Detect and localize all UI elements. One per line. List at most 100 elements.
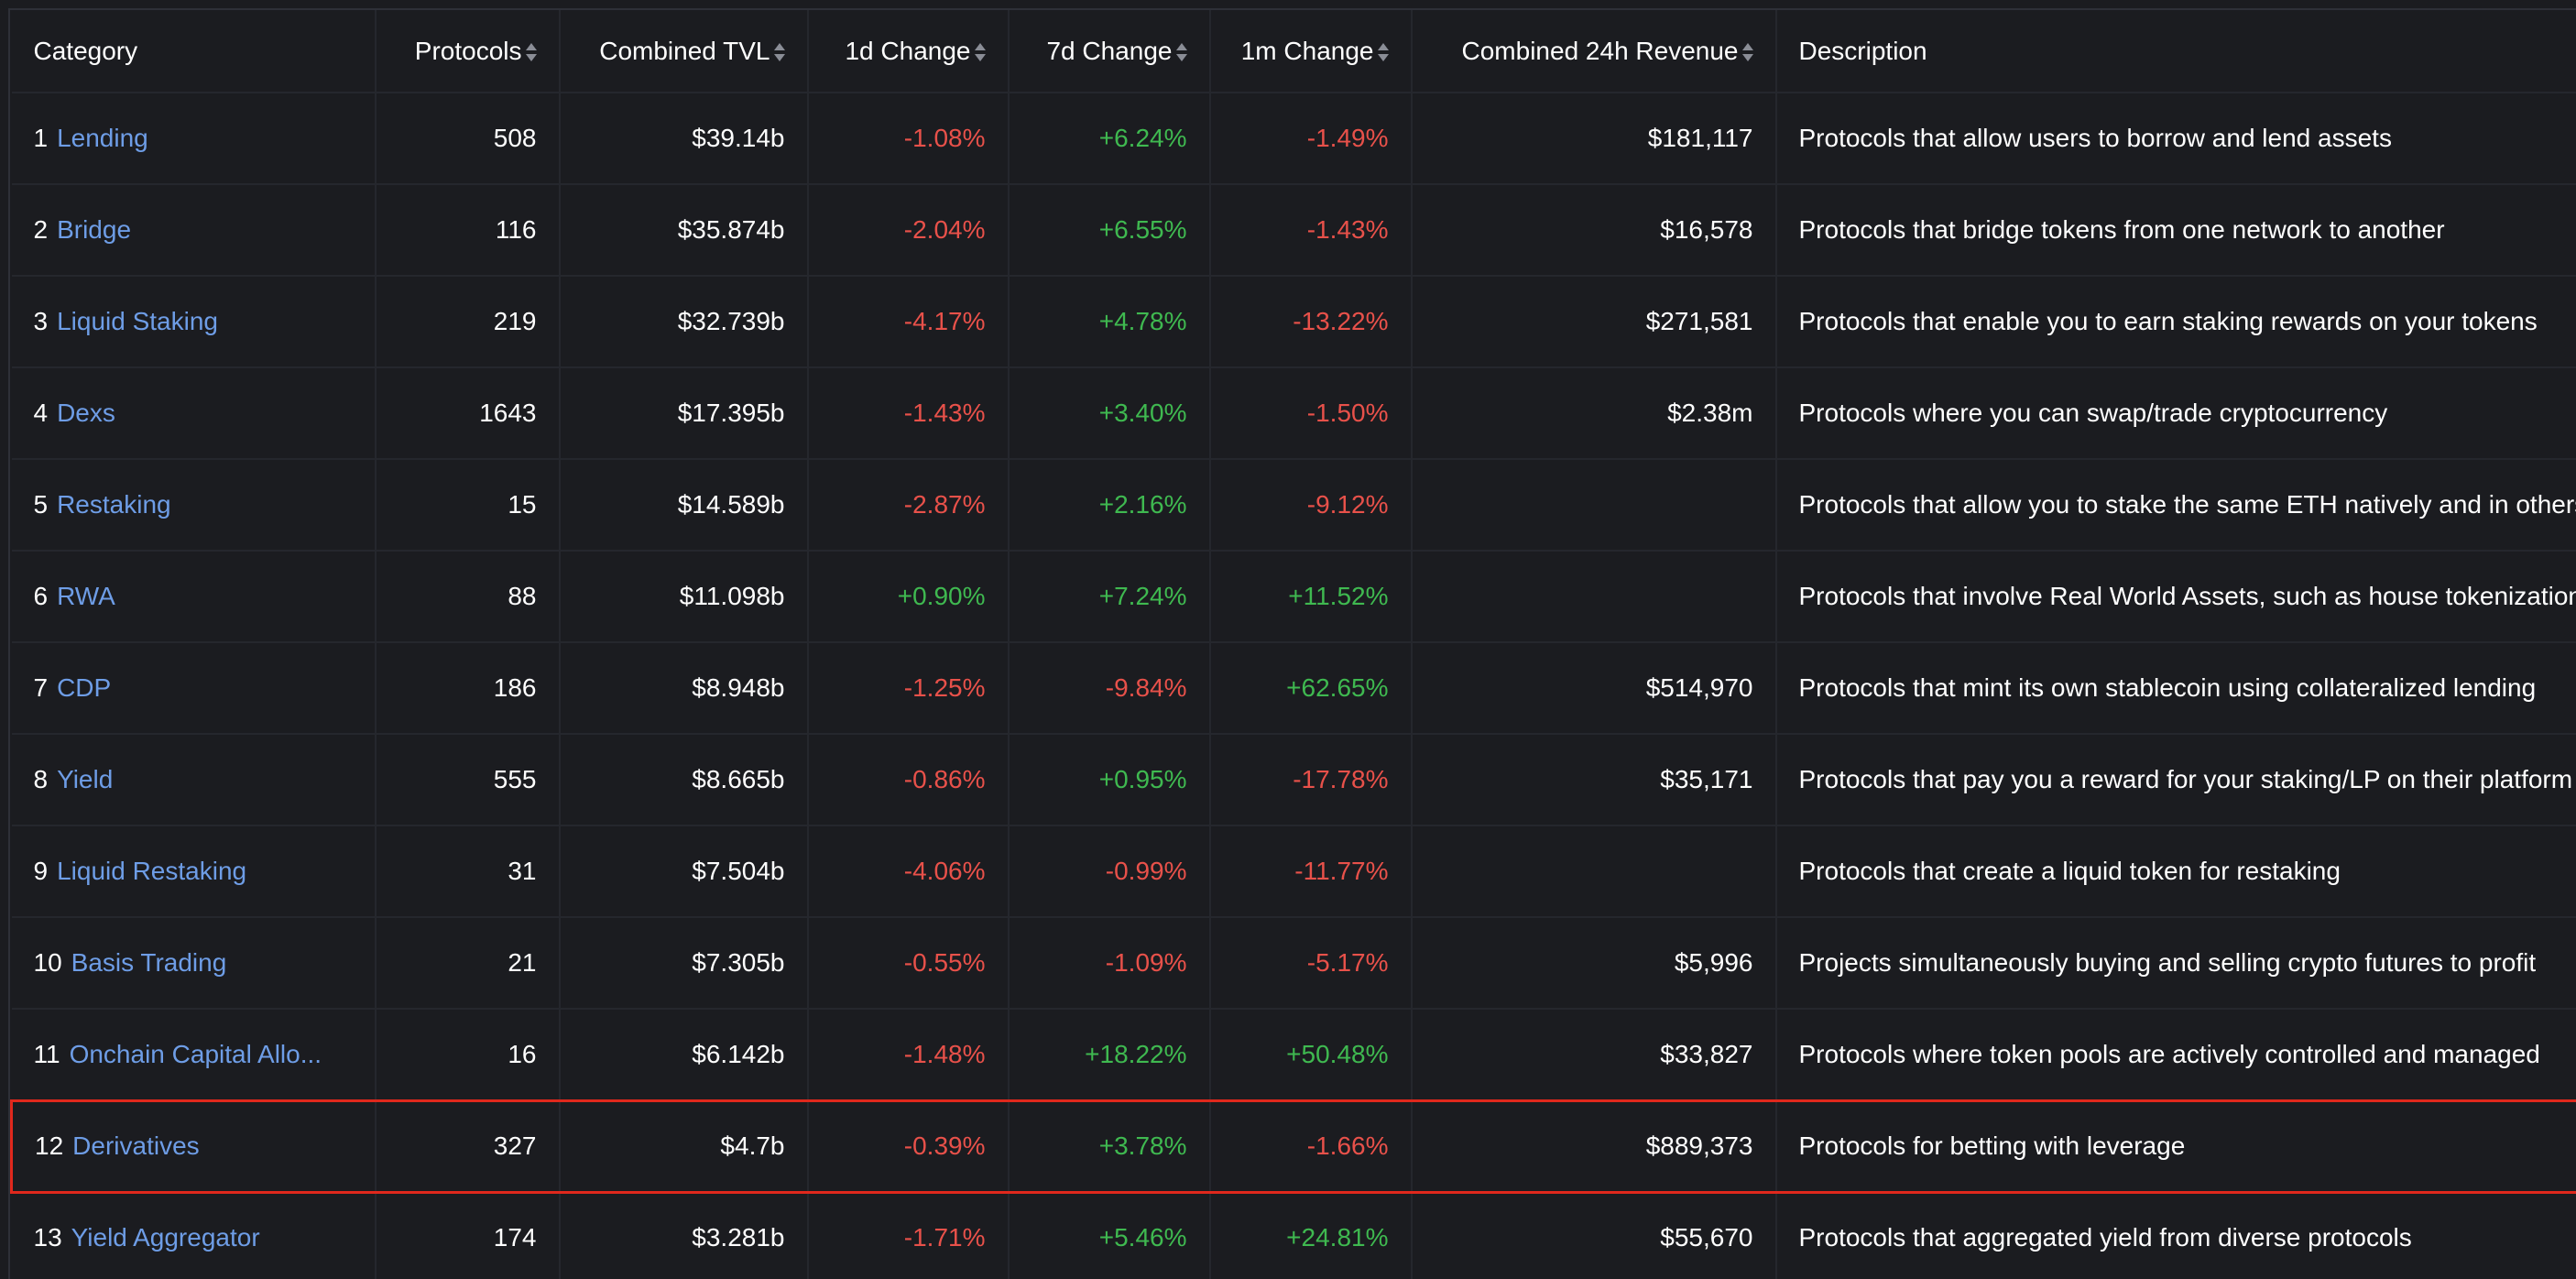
change-7d: +6.55% [1008, 184, 1211, 277]
protocols-count: 555 [375, 734, 561, 826]
combined-tvl: $8.665b [559, 734, 809, 826]
category-cell: 2 Bridge [11, 184, 377, 277]
table-row[interactable]: 2 Bridge 116 $35.874b -2.04% +6.55% -1.43% $16,… [11, 184, 2576, 277]
column-header-category: Category [11, 10, 377, 93]
rank-number: 7 [33, 673, 49, 702]
protocols-count: 88 [375, 551, 561, 643]
change-1m: -13.22% [1209, 276, 1413, 368]
categories-table: Category Protocols Combined TVL 1d Chang… [10, 10, 2576, 1279]
table-row[interactable]: 6 RWA 88 $11.098b +0.90% +7.24% +11.52% Protoco… [11, 551, 2576, 643]
change-7d: +18.22% [1008, 1009, 1211, 1101]
combined-24h-revenue: $889,373 [1411, 1099, 1777, 1194]
category-link[interactable]: Lending [57, 124, 148, 152]
sort-arrows-icon[interactable] [1377, 41, 1389, 63]
change-1m: -11.77% [1209, 825, 1413, 918]
column-header-label: 1m Change [1240, 36, 1374, 65]
combined-24h-revenue: $5,996 [1411, 917, 1777, 1010]
rank-number: 12 [35, 1131, 64, 1160]
category-link[interactable]: Basis Trading [71, 948, 227, 977]
category-link[interactable]: Onchain Capital Allo... [69, 1039, 322, 1068]
description: Protocols that involve Real World Assets… [1775, 551, 2576, 643]
change-7d: -1.09% [1008, 917, 1211, 1010]
combined-tvl: $39.14b [559, 93, 809, 185]
change-7d: +3.78% [1008, 1099, 1211, 1194]
change-1d: -1.71% [807, 1192, 1010, 1279]
change-1d: -1.43% [807, 367, 1010, 460]
protocols-count: 186 [375, 642, 561, 735]
change-1d: -4.17% [807, 276, 1010, 368]
combined-24h-revenue: $181,117 [1411, 93, 1777, 185]
combined-24h-revenue: $55,670 [1411, 1192, 1777, 1279]
description: Protocols where token pools are actively… [1775, 1009, 2576, 1101]
table-row[interactable]: 7 CDP 186 $8.948b -1.25% -9.84% +62.65% $514,97… [11, 642, 2576, 735]
rank-number: 5 [33, 490, 49, 519]
category-link[interactable]: RWA [57, 582, 115, 610]
change-1m: -1.50% [1209, 367, 1413, 460]
category-link[interactable]: Yield [57, 765, 114, 793]
rank-number: 4 [33, 399, 49, 427]
category-link[interactable]: Dexs [57, 399, 115, 427]
category-cell: 5 Restaking [11, 459, 377, 552]
change-1d: -2.04% [807, 184, 1010, 277]
table-row[interactable]: 1 Lending 508 $39.14b -1.08% +6.24% -1.49% $181… [11, 93, 2576, 185]
table-row[interactable]: 8 Yield 555 $8.665b -0.86% +0.95% -17.78% $35,1… [11, 734, 2576, 826]
change-7d: +2.16% [1008, 459, 1211, 552]
combined-tvl: $17.395b [559, 367, 809, 460]
table-row[interactable]: 4 Dexs 1643 $17.395b -1.43% +3.40% -1.50% $2.38… [11, 367, 2576, 460]
sort-arrows-icon[interactable] [773, 41, 785, 63]
sort-arrows-icon[interactable] [1741, 41, 1753, 63]
column-header-label: Category [33, 36, 138, 65]
column-header-protocols[interactable]: Protocols [375, 10, 561, 93]
change-1m: -5.17% [1209, 917, 1413, 1010]
change-1m: -17.78% [1209, 734, 1413, 826]
change-7d: +3.40% [1008, 367, 1211, 460]
rank-number: 2 [33, 215, 49, 244]
description: Protocols that allow users to borrow and… [1775, 93, 2576, 185]
sort-arrows-icon[interactable] [525, 41, 537, 63]
change-1m: -1.43% [1209, 184, 1413, 277]
category-link[interactable]: Bridge [57, 215, 132, 244]
column-header-tvl[interactable]: Combined TVL [559, 10, 809, 93]
change-1d: -1.08% [807, 93, 1010, 185]
table-row[interactable]: 11 Onchain Capital Allo... 16 $6.142b -1.48%… [11, 1009, 2576, 1101]
table-row[interactable]: 10 Basis Trading 21 $7.305b -0.55% -1.09% -5.1… [11, 917, 2576, 1010]
change-1d: -0.55% [807, 917, 1010, 1010]
column-header-1d-change[interactable]: 1d Change [807, 10, 1010, 93]
sort-arrows-icon[interactable] [1175, 41, 1187, 63]
category-cell: 8 Yield [11, 734, 377, 826]
protocols-count: 219 [375, 276, 561, 368]
column-header-7d-change[interactable]: 7d Change [1008, 10, 1211, 93]
change-7d: -0.99% [1008, 825, 1211, 918]
column-header-label: Description [1798, 36, 1927, 65]
category-link[interactable]: Derivatives [72, 1131, 200, 1160]
category-link[interactable]: Liquid Staking [57, 307, 218, 335]
table-header-row: Category Protocols Combined TVL 1d Chang… [11, 10, 2576, 93]
column-header-label: Combined 24h Revenue [1461, 36, 1739, 65]
table-row[interactable]: 12 Derivatives 327 $4.7b -0.39% +3.78% -1.66% $… [10, 1099, 2576, 1194]
table-row[interactable]: 3 Liquid Staking 219 $32.739b -4.17% +4.78% -1… [11, 276, 2576, 368]
category-link[interactable]: Restaking [57, 490, 171, 519]
table-row[interactable]: 13 Yield Aggregator 174 $3.281b -1.71% +5.46%… [11, 1192, 2576, 1279]
description: Protocols that mint its own stablecoin u… [1775, 642, 2576, 735]
category-link[interactable]: CDP [57, 673, 112, 702]
change-1m: -9.12% [1209, 459, 1413, 552]
rank-number: 10 [33, 948, 62, 977]
protocols-count: 174 [375, 1192, 561, 1279]
combined-tvl: $3.281b [559, 1192, 809, 1279]
table-row[interactable]: 9 Liquid Restaking 31 $7.504b -4.06% -0.99% -1… [11, 825, 2576, 918]
description: Projects simultaneously buying and selli… [1775, 917, 2576, 1010]
category-cell: 3 Liquid Staking [11, 276, 377, 368]
protocols-count: 15 [375, 459, 561, 552]
column-header-revenue[interactable]: Combined 24h Revenue [1411, 10, 1777, 93]
column-header-1m-change[interactable]: 1m Change [1209, 10, 1413, 93]
category-link[interactable]: Liquid Restaking [57, 857, 247, 885]
change-1d: -2.87% [807, 459, 1010, 552]
category-link[interactable]: Yield Aggregator [71, 1223, 260, 1252]
categories-table-container: Category Protocols Combined TVL 1d Chang… [8, 8, 2576, 1279]
protocols-count: 21 [375, 917, 561, 1010]
column-header-label: 7d Change [1046, 36, 1173, 65]
table-row[interactable]: 5 Restaking 15 $14.589b -2.87% +2.16% -9.12% Pr… [11, 459, 2576, 552]
sort-arrows-icon[interactable] [974, 41, 986, 63]
combined-tvl: $6.142b [559, 1009, 809, 1101]
table-body: 1 Lending 508 $39.14b -1.08% +6.24% -1.49% $181… [10, 93, 2576, 1279]
